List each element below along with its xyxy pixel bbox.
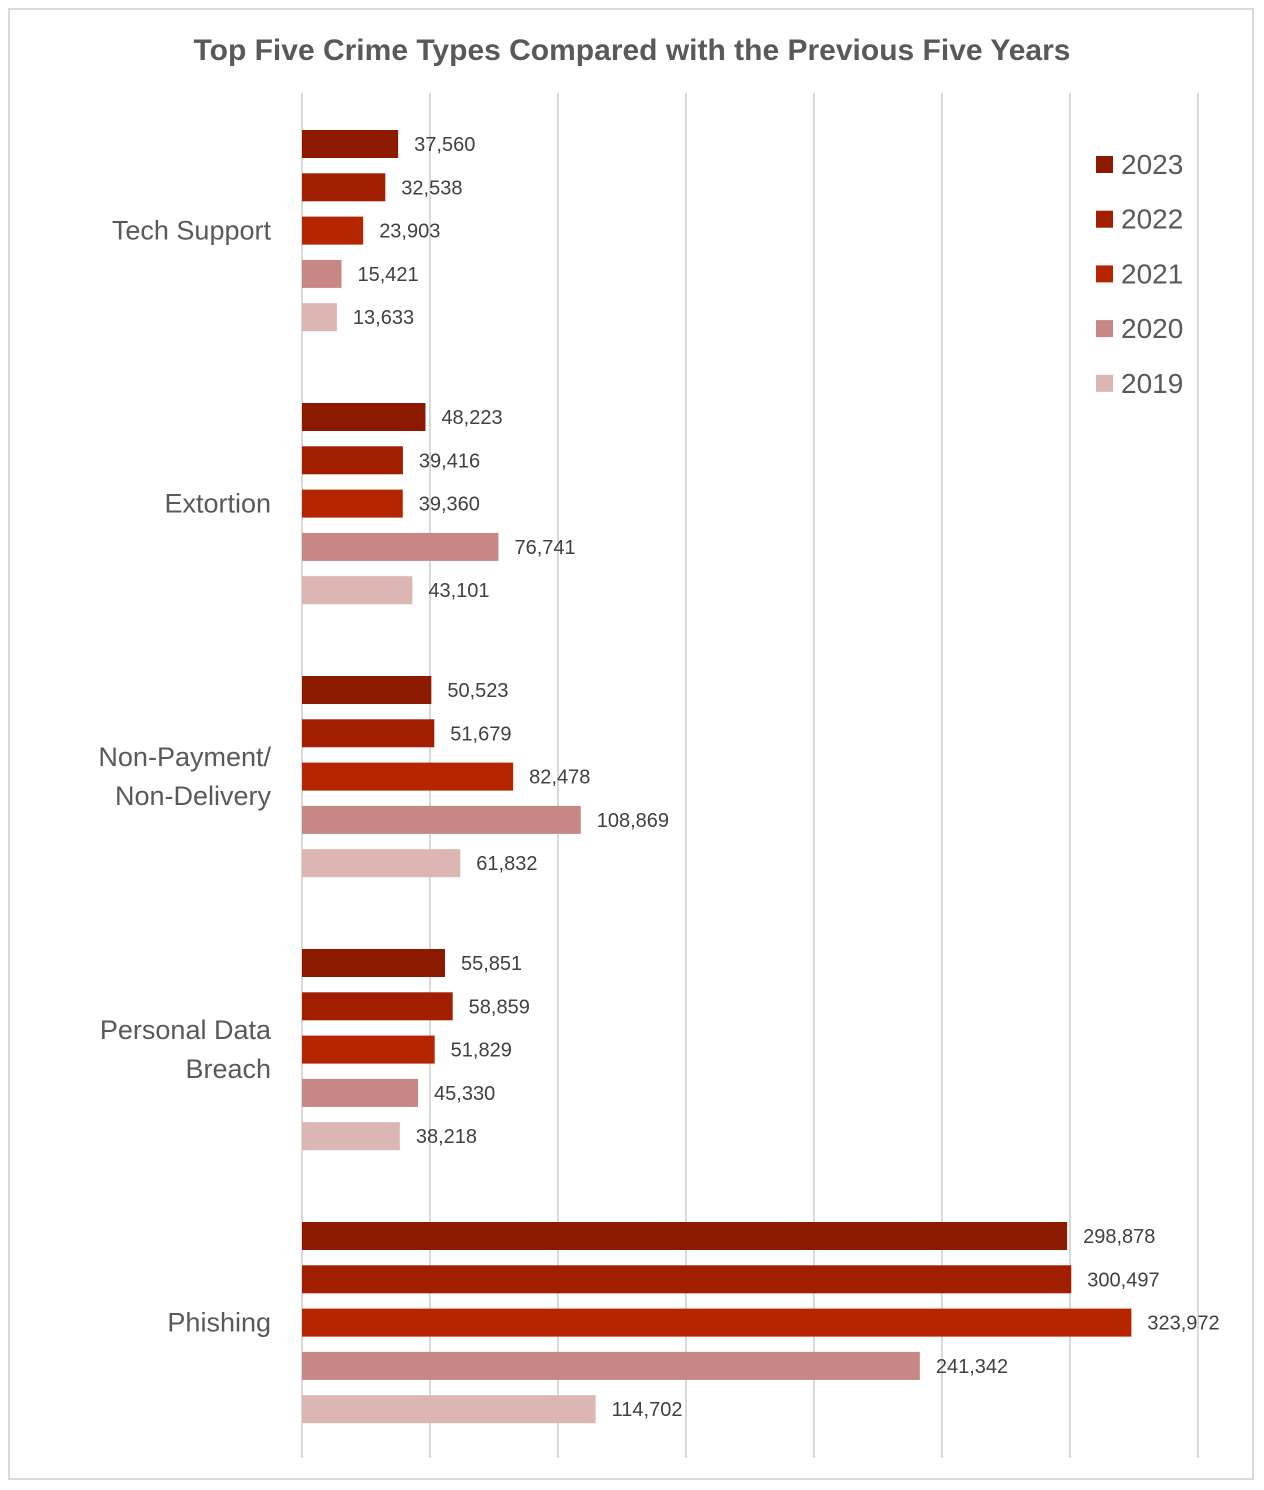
- bar-2020: [302, 532, 499, 561]
- bar-2023: [302, 676, 432, 704]
- bar-2023: [302, 403, 426, 431]
- data-label: 108,869: [597, 810, 669, 832]
- data-label: 48,223: [441, 407, 502, 429]
- data-label: 58,859: [469, 996, 530, 1018]
- data-label: 15,421: [357, 264, 418, 286]
- bar-2022: [302, 719, 435, 748]
- bar-2021: [302, 1308, 1132, 1337]
- category-label: Non-Payment/: [98, 742, 271, 772]
- chart-frame: [8, 8, 1254, 1480]
- bar-2019: [302, 1122, 400, 1151]
- legend-label: 2021: [1121, 258, 1183, 289]
- bar-2023: [302, 130, 399, 158]
- data-label: 39,416: [419, 450, 480, 472]
- data-label: 76,741: [514, 537, 575, 559]
- data-label: 241,342: [936, 1356, 1008, 1378]
- data-label: 55,851: [461, 953, 522, 975]
- data-label: 298,878: [1083, 1226, 1155, 1248]
- bar-2022: [302, 992, 453, 1021]
- category-label: Tech Support: [112, 216, 272, 246]
- legend-swatch-2020: [1096, 320, 1113, 338]
- bar-2019: [302, 1395, 596, 1424]
- bar-2020: [302, 259, 342, 288]
- bar-2022: [302, 1265, 1072, 1294]
- data-label: 37,560: [414, 134, 475, 156]
- legend-swatch-2023: [1096, 156, 1113, 173]
- data-label: 51,679: [450, 723, 511, 745]
- data-label: 61,832: [476, 853, 537, 875]
- bar-2023: [302, 1222, 1068, 1250]
- legend-label: 2023: [1121, 149, 1183, 180]
- data-label: 50,523: [447, 680, 508, 702]
- legend-label: 2022: [1121, 204, 1183, 235]
- category-label: Phishing: [167, 1308, 271, 1338]
- bar-2021: [302, 1035, 435, 1064]
- data-label: 23,903: [379, 221, 440, 243]
- data-label: 39,360: [419, 494, 480, 516]
- legend-label: 2020: [1121, 313, 1183, 344]
- bar-2019: [302, 303, 337, 332]
- data-label: 82,478: [529, 767, 590, 789]
- data-label: 45,330: [434, 1083, 495, 1105]
- category-label: Non-Delivery: [115, 781, 272, 811]
- data-label: 13,633: [353, 307, 414, 329]
- bar-2021: [302, 762, 514, 791]
- category-label: Extortion: [164, 489, 271, 519]
- data-label: 114,702: [612, 1399, 683, 1421]
- bar-2022: [302, 173, 386, 202]
- data-label: 38,218: [416, 1126, 477, 1148]
- data-label: 300,497: [1087, 1269, 1159, 1291]
- category-label: Personal Data: [100, 1015, 272, 1045]
- data-label: 32,538: [401, 177, 462, 199]
- data-label: 51,829: [451, 1040, 512, 1062]
- data-label: 43,101: [428, 580, 489, 602]
- bar-2021: [302, 489, 403, 518]
- bar-2021: [302, 216, 364, 245]
- legend-swatch-2021: [1096, 265, 1113, 283]
- data-label: 323,972: [1147, 1313, 1219, 1335]
- bar-2019: [302, 849, 461, 878]
- legend-label: 2019: [1121, 368, 1183, 399]
- bar-2020: [302, 805, 581, 834]
- bar-2020: [302, 1078, 419, 1107]
- legend-swatch-2019: [1096, 374, 1113, 392]
- bar-2019: [302, 576, 413, 605]
- bar-2022: [302, 446, 403, 475]
- bar-2023: [302, 949, 445, 977]
- category-label: Breach: [185, 1054, 271, 1084]
- bar-2020: [302, 1351, 920, 1380]
- chart-title: Top Five Crime Types Compared with the P…: [193, 34, 1071, 67]
- legend-swatch-2022: [1096, 210, 1113, 228]
